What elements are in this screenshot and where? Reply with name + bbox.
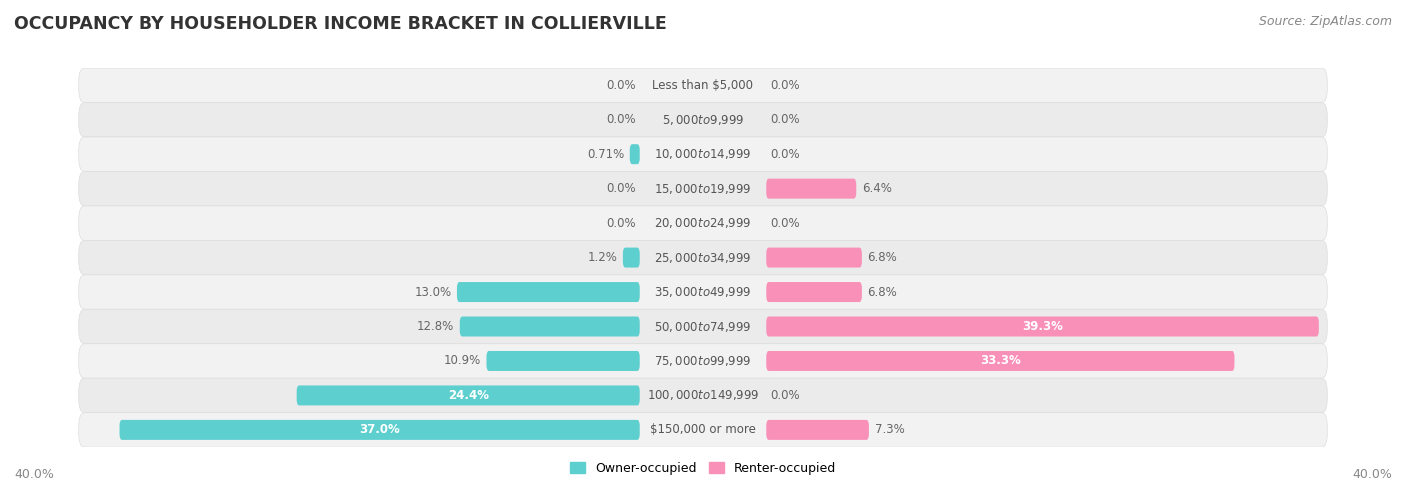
- Text: 6.4%: 6.4%: [862, 182, 891, 195]
- FancyBboxPatch shape: [120, 420, 640, 440]
- Text: 0.0%: 0.0%: [770, 148, 800, 161]
- FancyBboxPatch shape: [766, 179, 856, 199]
- Text: $5,000 to $9,999: $5,000 to $9,999: [662, 113, 744, 127]
- Text: 0.71%: 0.71%: [586, 148, 624, 161]
- FancyBboxPatch shape: [766, 247, 862, 268]
- Text: 0.0%: 0.0%: [606, 113, 636, 126]
- Text: 0.0%: 0.0%: [606, 217, 636, 229]
- FancyBboxPatch shape: [79, 68, 1327, 103]
- FancyBboxPatch shape: [79, 172, 1327, 206]
- Text: 7.3%: 7.3%: [875, 423, 904, 436]
- FancyBboxPatch shape: [79, 378, 1327, 413]
- FancyBboxPatch shape: [79, 137, 1327, 172]
- Text: $10,000 to $14,999: $10,000 to $14,999: [654, 147, 752, 161]
- FancyBboxPatch shape: [766, 351, 1234, 371]
- Text: 1.2%: 1.2%: [588, 251, 617, 264]
- FancyBboxPatch shape: [79, 413, 1327, 447]
- FancyBboxPatch shape: [79, 103, 1327, 137]
- FancyBboxPatch shape: [766, 420, 869, 440]
- FancyBboxPatch shape: [79, 206, 1327, 241]
- FancyBboxPatch shape: [486, 351, 640, 371]
- Text: 40.0%: 40.0%: [14, 468, 53, 481]
- FancyBboxPatch shape: [460, 316, 640, 336]
- Text: Less than $5,000: Less than $5,000: [652, 79, 754, 92]
- FancyBboxPatch shape: [623, 247, 640, 268]
- FancyBboxPatch shape: [79, 275, 1327, 309]
- Text: $20,000 to $24,999: $20,000 to $24,999: [654, 216, 752, 230]
- Text: Source: ZipAtlas.com: Source: ZipAtlas.com: [1258, 15, 1392, 28]
- Text: 39.3%: 39.3%: [1022, 320, 1063, 333]
- Text: 37.0%: 37.0%: [360, 423, 399, 436]
- Text: 0.0%: 0.0%: [770, 389, 800, 402]
- Legend: Owner-occupied, Renter-occupied: Owner-occupied, Renter-occupied: [565, 457, 841, 480]
- Text: 6.8%: 6.8%: [868, 286, 897, 298]
- Text: 0.0%: 0.0%: [606, 182, 636, 195]
- FancyBboxPatch shape: [457, 282, 640, 302]
- FancyBboxPatch shape: [79, 241, 1327, 275]
- Text: $75,000 to $99,999: $75,000 to $99,999: [654, 354, 752, 368]
- FancyBboxPatch shape: [766, 282, 862, 302]
- FancyBboxPatch shape: [79, 344, 1327, 378]
- Text: $25,000 to $34,999: $25,000 to $34,999: [654, 251, 752, 264]
- Text: 0.0%: 0.0%: [770, 79, 800, 92]
- Text: $150,000 or more: $150,000 or more: [650, 423, 756, 436]
- Text: $50,000 to $74,999: $50,000 to $74,999: [654, 319, 752, 333]
- Text: 33.3%: 33.3%: [980, 354, 1021, 367]
- Text: $15,000 to $19,999: $15,000 to $19,999: [654, 182, 752, 196]
- FancyBboxPatch shape: [630, 144, 640, 164]
- Text: 24.4%: 24.4%: [447, 389, 489, 402]
- Text: 0.0%: 0.0%: [770, 113, 800, 126]
- Text: 40.0%: 40.0%: [1353, 468, 1392, 481]
- Text: $35,000 to $49,999: $35,000 to $49,999: [654, 285, 752, 299]
- Text: 12.8%: 12.8%: [418, 320, 454, 333]
- Text: OCCUPANCY BY HOUSEHOLDER INCOME BRACKET IN COLLIERVILLE: OCCUPANCY BY HOUSEHOLDER INCOME BRACKET …: [14, 15, 666, 33]
- FancyBboxPatch shape: [79, 309, 1327, 344]
- Text: 13.0%: 13.0%: [415, 286, 451, 298]
- Text: 6.8%: 6.8%: [868, 251, 897, 264]
- Text: 0.0%: 0.0%: [606, 79, 636, 92]
- Text: 10.9%: 10.9%: [444, 354, 481, 367]
- FancyBboxPatch shape: [766, 316, 1319, 336]
- Text: 0.0%: 0.0%: [770, 217, 800, 229]
- FancyBboxPatch shape: [297, 385, 640, 405]
- Text: $100,000 to $149,999: $100,000 to $149,999: [647, 388, 759, 402]
